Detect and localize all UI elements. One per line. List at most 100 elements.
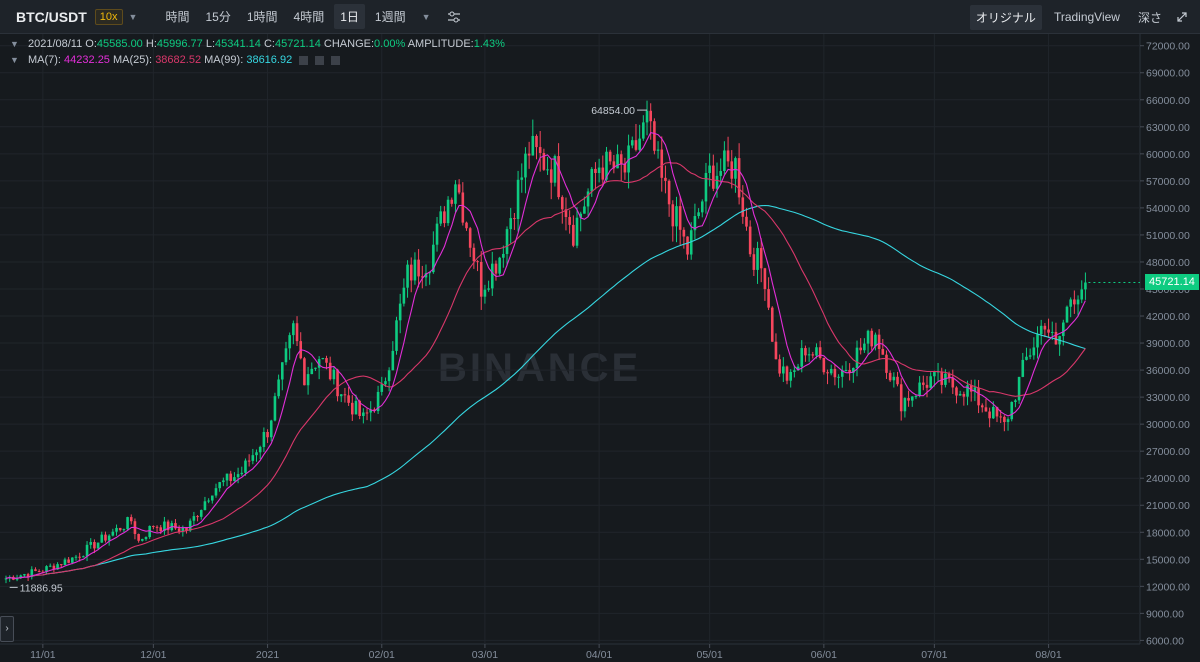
candle-body [1014,400,1017,402]
candle-body [863,343,866,351]
more-intervals-icon[interactable]: ▼ [421,11,431,22]
candle-body [785,366,789,381]
candle-body [188,520,192,531]
candle-body [840,370,844,377]
candle-body [594,168,597,174]
candle-body [793,370,796,372]
candle-body [616,154,619,169]
y-tick-label: 66000.00 [1146,95,1190,107]
candle-body [531,135,535,156]
candle-body [251,455,255,461]
y-tick-label: 27000.00 [1146,446,1190,458]
candle-body [564,209,568,217]
settings-sliders-icon[interactable] [447,11,461,23]
tab-original[interactable]: オリジナル [969,4,1042,30]
candle-body [612,161,616,169]
interval-1w[interactable]: 1週間 [374,10,406,24]
candle-body [107,535,111,541]
y-tick-label: 48000.00 [1146,257,1190,269]
candle-body [15,577,19,580]
candle-body [645,110,649,123]
interval-time[interactable]: 時間 [165,10,190,24]
candle-body [380,384,384,392]
candle-body [892,376,896,381]
collapse-handle-icon[interactable]: › [0,616,14,642]
candle-body [955,387,958,396]
candle-body [877,334,881,349]
candle-body [844,370,848,372]
candle-body [104,534,107,541]
candle-body [450,199,454,204]
candle-body [627,145,630,173]
candle-body [350,402,354,415]
candle-body [74,556,78,558]
candle-body [192,516,196,521]
candle-body [82,556,85,558]
ma-close-icon[interactable] [331,55,341,65]
candle-body [826,372,829,374]
info-open: 45585.00 [96,38,143,50]
candle-body [236,474,240,478]
candle-body [1032,347,1036,356]
candle-body [719,171,722,176]
tab-tradingview[interactable]: TradingView [1053,10,1120,24]
symbol-dropdown-icon[interactable]: ▼ [128,11,138,22]
candle-body [918,382,921,397]
y-tick-label: 18000.00 [1146,527,1190,539]
interval-4h[interactable]: 4時間 [293,10,325,24]
info-close: 45721.14 [274,38,321,50]
candle-body [214,488,218,496]
candlestick-chart[interactable]: 72000.00 69000.00 66000.00 63000.00 60000.00… [0,34,1200,662]
min-annotation-label: 11886.95 [20,582,63,594]
candle-body [443,211,446,224]
interval-1h[interactable]: 1時間 [246,10,278,24]
candle-body [240,472,244,475]
candle-body [833,368,837,378]
interval-15m[interactable]: 15分 [205,10,231,24]
candle-body [745,216,748,227]
candle-body [321,358,325,360]
leverage-badge[interactable]: 10x [94,8,123,25]
candle-body [432,244,435,273]
candle-body [671,204,675,227]
candle-body [328,362,332,380]
candle-body [811,354,815,356]
candle-body [1017,376,1021,401]
candle-body [973,387,977,392]
candle-body [446,199,450,224]
candle-body [914,396,918,398]
ma25-label: MA(25): [113,54,153,66]
info-low-label: L: [205,38,216,50]
candle-body [1065,306,1069,323]
candle-body [100,534,104,543]
candle-body [656,149,660,151]
candle-body [944,373,947,385]
ma7-line [5,131,1086,579]
candle-body [601,167,605,180]
tab-depth[interactable]: 深さ [1137,10,1162,25]
candle-body [1084,282,1087,290]
expand-icon[interactable] [1176,11,1188,23]
ma-info-line: ▼ MA(7): 44232.25 MA(25): 38682.52 MA(99… [10,54,341,66]
ma-visibility-icon[interactable] [299,55,309,65]
x-tick-label: 07/01 [921,649,947,661]
candle-body [155,526,159,528]
candle-body [314,367,317,369]
current-price-tag: 45721.14 [1145,274,1199,291]
candle-body [303,358,306,386]
candle-body [789,371,792,381]
candle-body [782,366,785,374]
ma-settings-icon[interactable] [315,55,325,65]
collapse-ma-icon[interactable]: ▼ [10,55,19,65]
candle-body [759,248,763,269]
info-change-label: CHANGE: [323,38,375,50]
collapse-info-icon[interactable]: ▼ [10,39,19,49]
candle-body [1010,401,1014,420]
candle-body [1028,355,1032,357]
chart-area[interactable]: BINANCE 72000.00 69000.00 66000.00 63000.00… [0,34,1200,662]
candle-body [266,431,269,438]
candle-body [586,191,590,207]
candle-body [398,303,402,321]
candle-body [660,149,664,178]
interval-1d[interactable]: 1日 [334,4,365,29]
